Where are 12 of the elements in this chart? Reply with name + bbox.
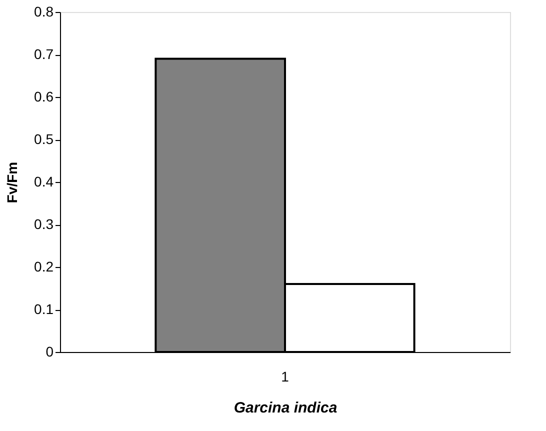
y-tick-label: 0.1 <box>34 301 54 317</box>
x-tick-label: 1 <box>281 368 290 384</box>
y-tick-label: 0.7 <box>34 46 54 62</box>
y-tick-label: 0.5 <box>34 131 54 147</box>
x-axis-title: Garcina indica <box>234 400 338 416</box>
y-tick-label: 0.3 <box>34 216 54 232</box>
y-tick-label: 0 <box>46 344 54 360</box>
y-tick-label: 0.8 <box>34 4 54 20</box>
y-tick-label: 0.2 <box>34 258 54 274</box>
y-tick-label: 0.4 <box>34 174 54 190</box>
y-axis-title: Fv/Fm <box>4 162 20 204</box>
y-tick-label: 0.6 <box>34 88 54 104</box>
